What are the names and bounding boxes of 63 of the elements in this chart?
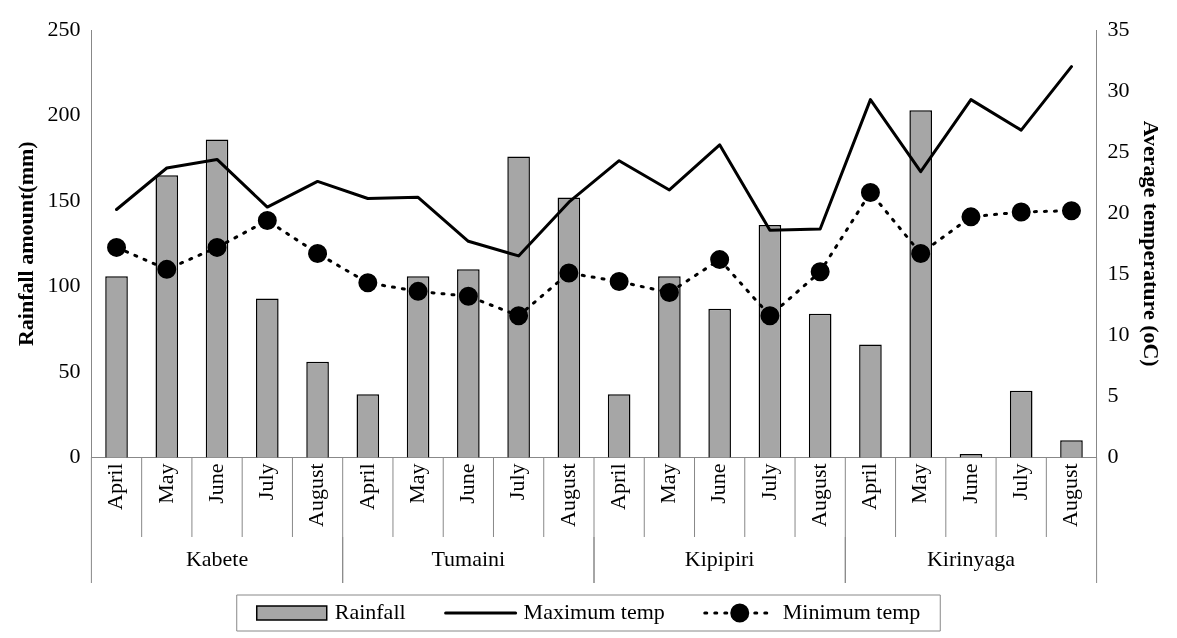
x-tick-label: June bbox=[705, 463, 731, 504]
y2-tick-label: 20 bbox=[1107, 198, 1130, 224]
point bbox=[559, 263, 579, 283]
point bbox=[308, 243, 328, 263]
y-tick-label: 200 bbox=[47, 101, 81, 127]
point bbox=[1011, 202, 1031, 222]
y2-tick-label: 15 bbox=[1107, 260, 1130, 286]
y2-tick-label: 5 bbox=[1107, 382, 1119, 408]
y2-tick-label: 30 bbox=[1107, 76, 1130, 102]
legend-label: Rainfall bbox=[334, 598, 406, 624]
x-tick-label: May bbox=[906, 463, 932, 504]
y2-tick-label: 25 bbox=[1107, 137, 1130, 163]
y2-tick-label: 10 bbox=[1107, 321, 1130, 347]
x-tick-label: April bbox=[353, 463, 379, 510]
legend-label: Maximum temp bbox=[523, 598, 665, 624]
point bbox=[961, 207, 981, 227]
y-tick-label: 250 bbox=[47, 15, 81, 41]
x-tick-label: May bbox=[152, 463, 178, 504]
point bbox=[810, 262, 830, 282]
point bbox=[911, 243, 931, 263]
point bbox=[659, 283, 679, 303]
point bbox=[609, 272, 629, 292]
x-tick-label: May bbox=[655, 463, 681, 504]
x-tick-label: August bbox=[303, 463, 329, 527]
point bbox=[207, 237, 227, 257]
point bbox=[710, 250, 730, 270]
y-tick-label: 0 bbox=[69, 443, 81, 469]
text: Tumaini bbox=[431, 545, 506, 571]
y-tick-label: 100 bbox=[47, 272, 81, 298]
point bbox=[358, 273, 378, 293]
x-tick-label: July bbox=[1006, 463, 1032, 501]
y2-axis-title: Average temperature (oC) bbox=[1139, 120, 1165, 367]
point bbox=[257, 211, 277, 231]
x-tick-label: April bbox=[856, 463, 882, 510]
point bbox=[760, 306, 780, 326]
point bbox=[509, 306, 529, 326]
x-tick-label: June bbox=[454, 463, 480, 504]
x-tick-label: April bbox=[102, 463, 128, 510]
point bbox=[107, 237, 127, 257]
y-tick-label: 50 bbox=[58, 357, 81, 383]
x-tick-label: May bbox=[403, 463, 429, 504]
y2-tick-label: 0 bbox=[1107, 443, 1119, 469]
x-tick-label: April bbox=[604, 463, 630, 510]
x-tick-label: August bbox=[554, 463, 580, 527]
legend-label: Minimum temp bbox=[782, 598, 921, 624]
y-axis-title: Rainfall amount(mm) bbox=[12, 141, 38, 347]
x-tick-label: June bbox=[956, 463, 982, 504]
x-tick-label: August bbox=[805, 463, 831, 527]
x-tick-label: July bbox=[253, 463, 279, 501]
y2-tick-label: 35 bbox=[1107, 15, 1130, 41]
point bbox=[1061, 201, 1081, 221]
x-tick-label: August bbox=[1057, 463, 1083, 527]
text: Kirinyaga bbox=[926, 545, 1016, 571]
point bbox=[458, 286, 478, 306]
text: Kipipiri bbox=[684, 545, 755, 571]
text: Kabete bbox=[185, 545, 249, 571]
x-tick-label: June bbox=[202, 463, 228, 504]
point bbox=[860, 182, 880, 202]
x-tick-label: July bbox=[504, 463, 530, 501]
y-tick-label: 150 bbox=[47, 186, 81, 212]
x-tick-label: July bbox=[755, 463, 781, 501]
point bbox=[157, 259, 177, 279]
point bbox=[408, 281, 428, 301]
